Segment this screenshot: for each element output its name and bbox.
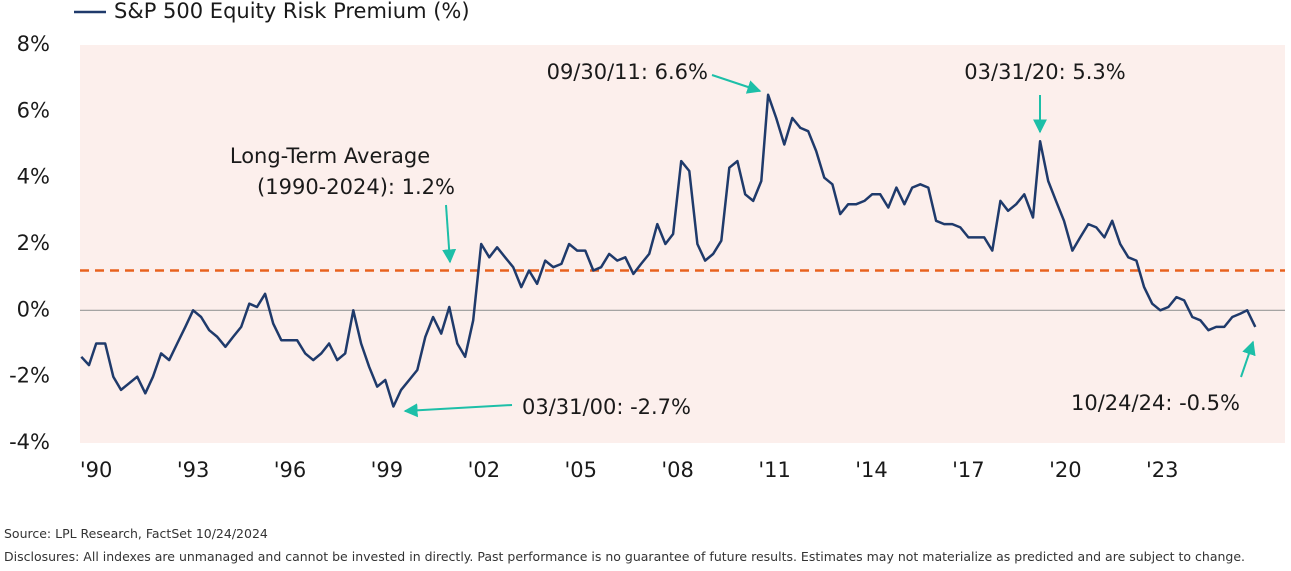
- x-tick-label: '17: [952, 458, 985, 482]
- plot-area: [80, 45, 1285, 443]
- arrow: [1240, 340, 1256, 378]
- arrow: [442, 204, 457, 264]
- y-tick-label: 6%: [17, 98, 50, 122]
- x-tick-label: '96: [274, 458, 307, 482]
- series-line: [80, 93, 1257, 408]
- x-tick-label: '08: [661, 458, 694, 482]
- y-tick-label: -4%: [9, 430, 50, 454]
- x-tick-label: '11: [758, 458, 791, 482]
- annotation: 10/24/24: -0.5%: [1071, 391, 1240, 415]
- legend-label: S&P 500 Equity Risk Premium (%): [114, 0, 470, 23]
- x-tick-label: '23: [1146, 458, 1179, 482]
- x-tick-label: '02: [468, 458, 501, 482]
- y-tick-label: 8%: [17, 32, 50, 56]
- arrow: [403, 403, 513, 418]
- source: Source: LPL Research, FactSet 10/24/2024: [4, 526, 268, 541]
- x-tick-label: '05: [564, 458, 597, 482]
- reference-label: (1990-2024): 1.2%: [257, 175, 455, 199]
- annotation: 03/31/20: 5.3%: [964, 60, 1125, 84]
- x-tick-label: '93: [177, 458, 210, 482]
- y-tick-label: 4%: [17, 165, 50, 189]
- annotation: 03/31/00: -2.7%: [522, 395, 691, 419]
- reference-label: Long-Term Average: [230, 144, 430, 168]
- y-tick-label: -2%: [9, 364, 50, 388]
- arrow: [711, 74, 762, 94]
- x-tick-label: '99: [371, 458, 404, 482]
- y-tick-label: 2%: [17, 231, 50, 255]
- annotation: 09/30/11: 6.6%: [547, 60, 708, 84]
- x-tick-label: '20: [1049, 458, 1082, 482]
- x-tick-label: '14: [855, 458, 888, 482]
- disclosures: Disclosures: All indexes are unmanaged a…: [4, 549, 1245, 564]
- y-tick-label: 0%: [17, 297, 50, 321]
- x-tick-label: '90: [80, 458, 113, 482]
